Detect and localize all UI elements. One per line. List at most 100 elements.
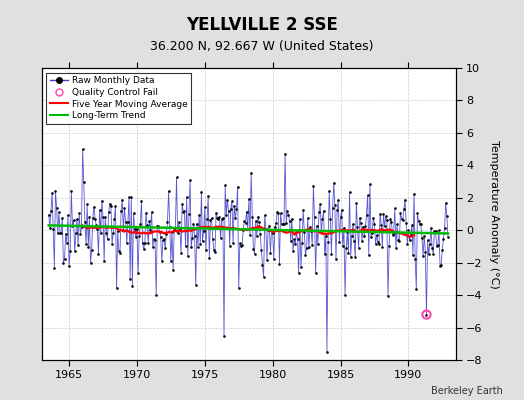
Point: [344, 250, 353, 256]
Point: [278, 221, 286, 227]
Point: [351, 254, 359, 260]
Point: [352, 199, 361, 206]
Point: [399, 216, 407, 223]
Point: [136, 221, 145, 227]
Point: [172, 174, 181, 180]
Point: [127, 194, 136, 200]
Point: [202, 247, 210, 253]
Point: [279, 221, 287, 227]
Point: [224, 208, 233, 214]
Point: [436, 262, 444, 269]
Point: [196, 241, 204, 247]
Point: [68, 223, 77, 230]
Point: [239, 226, 247, 233]
Point: [194, 244, 202, 251]
Point: [350, 238, 358, 244]
Point: [318, 215, 326, 222]
Point: [176, 226, 184, 232]
Point: [343, 229, 352, 235]
Point: [395, 238, 403, 244]
Point: [187, 244, 195, 250]
Point: [372, 241, 380, 247]
Point: [54, 209, 63, 215]
Point: [432, 243, 441, 250]
Point: [385, 243, 394, 249]
Point: [311, 270, 320, 276]
Point: [126, 276, 134, 283]
Point: [130, 226, 139, 232]
Point: [296, 216, 304, 222]
Point: [47, 208, 55, 214]
Point: [233, 184, 242, 190]
Point: [380, 223, 389, 230]
Point: [396, 210, 405, 216]
Point: [358, 237, 366, 244]
Text: Berkeley Earth: Berkeley Earth: [431, 386, 503, 396]
Point: [410, 190, 418, 197]
Point: [169, 267, 177, 274]
Point: [442, 200, 450, 206]
Point: [213, 214, 222, 221]
Point: [81, 218, 89, 225]
Point: [430, 228, 439, 234]
Point: [269, 255, 278, 262]
Point: [85, 214, 94, 220]
Point: [146, 227, 155, 234]
Point: [73, 216, 81, 222]
Point: [424, 251, 433, 258]
Point: [165, 188, 173, 194]
Point: [384, 293, 392, 299]
Point: [275, 261, 283, 267]
Point: [334, 197, 343, 203]
Point: [162, 231, 170, 238]
Point: [294, 270, 303, 276]
Point: [333, 207, 341, 214]
Point: [119, 227, 127, 234]
Point: [124, 219, 132, 225]
Point: [392, 245, 400, 251]
Point: [48, 189, 56, 196]
Point: [232, 206, 241, 212]
Point: [422, 311, 431, 318]
Point: [78, 224, 86, 230]
Point: [341, 292, 349, 298]
Point: [203, 216, 211, 222]
Point: [160, 235, 168, 242]
Point: [137, 198, 146, 204]
Point: [402, 220, 410, 226]
Point: [444, 234, 452, 240]
Point: [406, 237, 414, 243]
Point: [240, 218, 248, 224]
Point: [290, 236, 298, 242]
Point: [159, 237, 167, 244]
Point: [258, 262, 267, 268]
Point: [69, 217, 78, 223]
Point: [237, 243, 245, 250]
Point: [364, 192, 372, 199]
Point: [400, 206, 408, 212]
Point: [261, 226, 270, 232]
Point: [244, 226, 252, 232]
Point: [245, 196, 253, 202]
Point: [181, 243, 190, 250]
Point: [303, 215, 312, 221]
Point: [357, 220, 365, 227]
Point: [308, 242, 316, 248]
Point: [221, 182, 230, 188]
Point: [99, 213, 107, 220]
Point: [283, 208, 291, 214]
Point: [367, 234, 375, 240]
Point: [310, 214, 319, 221]
Point: [121, 204, 129, 211]
Point: [201, 204, 209, 210]
Point: [375, 241, 383, 247]
Point: [200, 228, 208, 234]
Point: [238, 242, 246, 248]
Point: [178, 201, 187, 207]
Point: [150, 236, 158, 242]
Point: [118, 197, 126, 203]
Point: [302, 244, 311, 251]
Point: [345, 189, 354, 195]
Point: [437, 261, 445, 268]
Point: [173, 230, 182, 236]
